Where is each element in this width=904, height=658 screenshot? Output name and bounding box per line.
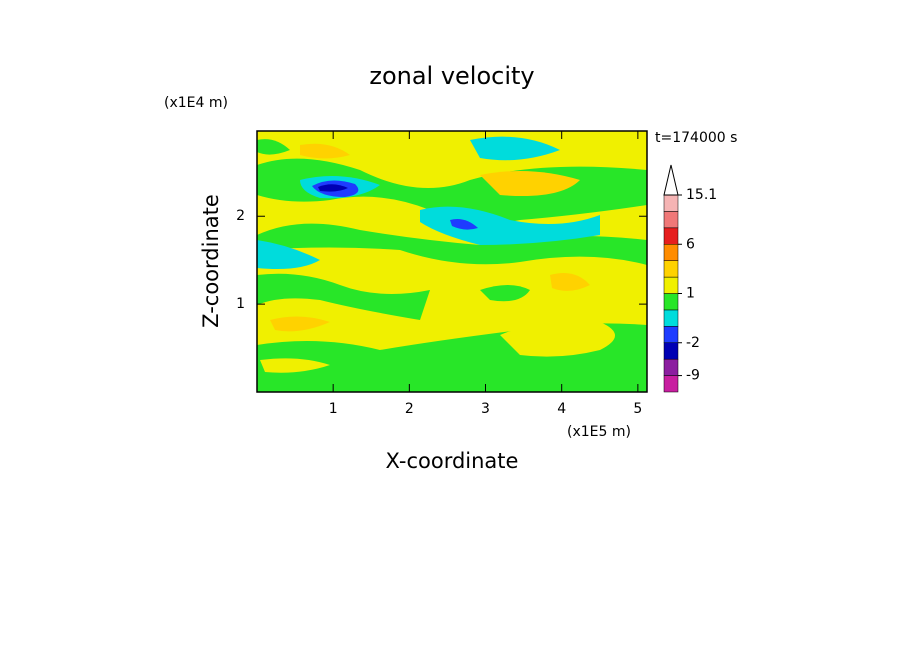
contour-region <box>257 223 647 265</box>
x-tick-label: 2 <box>405 401 414 417</box>
colorbar-segment <box>663 342 679 360</box>
plot-frame <box>256 130 648 393</box>
x-unit: (x1E5 m) <box>567 424 631 440</box>
x-tick-label: 5 <box>633 401 642 417</box>
colorbar-segment <box>663 276 679 294</box>
contour-region <box>257 139 290 155</box>
x-tick-label: 1 <box>329 401 338 417</box>
contour-region <box>500 321 615 357</box>
contour-region <box>300 143 350 159</box>
colorbar-segment <box>663 244 679 261</box>
colorbar-tick-label: 6 <box>686 236 695 252</box>
x-tick-label: 4 <box>557 401 566 417</box>
contour-field <box>257 131 647 392</box>
x-axis-label: X-coordinate <box>386 449 519 473</box>
colorbar-segment <box>663 309 679 327</box>
contour-region <box>257 273 430 320</box>
contour-region <box>270 316 330 332</box>
contour-region <box>480 285 530 302</box>
y-axis-label: Z-coordinate <box>199 194 223 328</box>
colorbar-segment <box>663 326 679 344</box>
contour-region <box>318 184 348 192</box>
colorbar-segment <box>663 293 679 311</box>
y-tick-label: 1 <box>236 296 245 312</box>
colorbar-segment <box>663 227 679 245</box>
y-unit: (x1E4 m) <box>164 95 228 111</box>
contour-region <box>260 358 330 373</box>
colorbar-arrow <box>663 164 679 196</box>
contour-region <box>480 171 580 196</box>
contour-region <box>450 219 478 230</box>
chart-title: zonal velocity <box>369 62 534 90</box>
colorbar-tick-label: 1 <box>686 286 695 302</box>
colorbar-segment <box>663 375 679 393</box>
colorbar-tick-label: -2 <box>686 335 700 351</box>
time-label: t=174000 s <box>655 130 737 146</box>
contour-region <box>550 272 590 291</box>
contour-region <box>470 136 560 161</box>
contour-region <box>257 240 320 269</box>
contour-region <box>420 206 600 245</box>
colorbar-segment <box>663 211 679 229</box>
colorbar-tick-label: -9 <box>686 368 700 384</box>
x-tick-label: 3 <box>481 401 490 417</box>
colorbar-segment <box>663 358 679 376</box>
colorbar-tick-label: 15.1 <box>686 187 717 203</box>
colorbar-segment <box>663 260 679 278</box>
colorbar-segment <box>663 194 679 212</box>
y-tick-label: 2 <box>236 208 245 224</box>
